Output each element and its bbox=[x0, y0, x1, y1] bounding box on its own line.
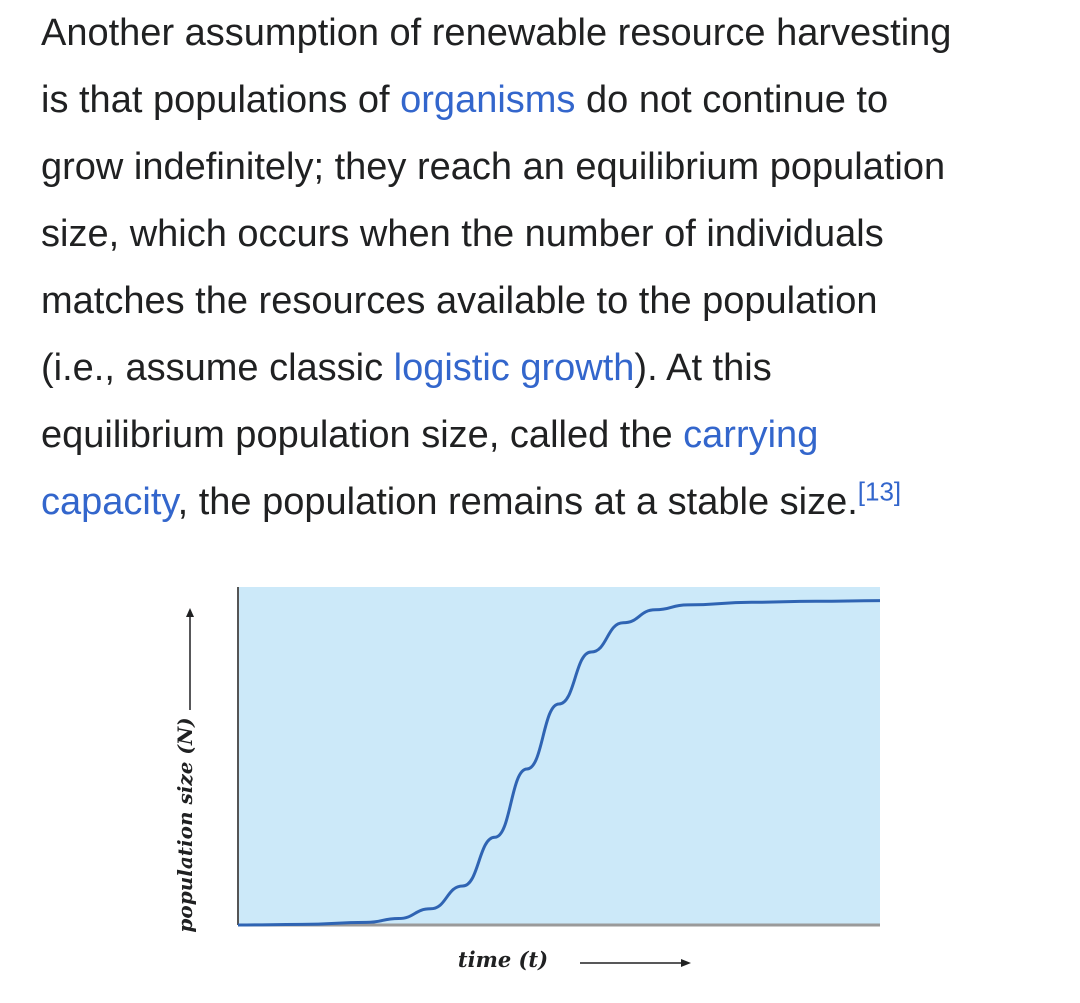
text-segment: do not continue to bbox=[575, 79, 889, 121]
text-segment: equilibrium population size, called the bbox=[41, 414, 684, 456]
article-link[interactable]: capacity bbox=[41, 481, 178, 523]
y-axis-label: population size (N) bbox=[173, 717, 197, 932]
text-segment: Another assumption of renewable resource… bbox=[41, 12, 952, 54]
article-link[interactable]: carrying bbox=[683, 414, 819, 456]
text-segment: is that populations of bbox=[41, 79, 401, 121]
series-line-population bbox=[237, 599, 881, 927]
x-axis-arrow-head bbox=[681, 959, 691, 967]
text-segment: , the population remains at a stable siz… bbox=[177, 481, 858, 523]
plot-area bbox=[238, 587, 880, 925]
text-segment: ). At this bbox=[634, 347, 772, 389]
text-line: matches the resources available to the p… bbox=[41, 268, 1051, 335]
article-paragraph: Another assumption of renewable resource… bbox=[41, 0, 1051, 536]
text-line: is that populations of organisms do not … bbox=[41, 67, 1051, 134]
text-line: (i.e., assume classic logistic growth). … bbox=[41, 335, 1051, 402]
logistic-growth-chart: population size (N) time (t) bbox=[173, 587, 881, 972]
article-link[interactable]: logistic growth bbox=[393, 347, 635, 389]
text-segment: matches the resources available to the p… bbox=[41, 280, 878, 322]
article-link[interactable]: organisms bbox=[400, 79, 576, 121]
text-line: equilibrium population size, called the … bbox=[41, 402, 1051, 469]
x-axis-label: time (t) bbox=[458, 947, 548, 972]
y-axis-arrow-head bbox=[186, 608, 194, 617]
text-line: Another assumption of renewable resource… bbox=[41, 0, 1051, 67]
text-line: size, which occurs when the number of in… bbox=[41, 201, 1051, 268]
logistic-growth-figure: population size (N) time (t) bbox=[150, 570, 910, 990]
text-line: grow indefinitely; they reach an equilib… bbox=[41, 134, 1051, 201]
text-segment: size, which occurs when the number of in… bbox=[41, 213, 884, 255]
reference-link[interactable]: [13] bbox=[857, 476, 902, 507]
text-segment: (i.e., assume classic bbox=[41, 347, 394, 389]
text-segment: grow indefinitely; they reach an equilib… bbox=[41, 146, 946, 188]
text-line: capacity, the population remains at a st… bbox=[41, 469, 1051, 536]
